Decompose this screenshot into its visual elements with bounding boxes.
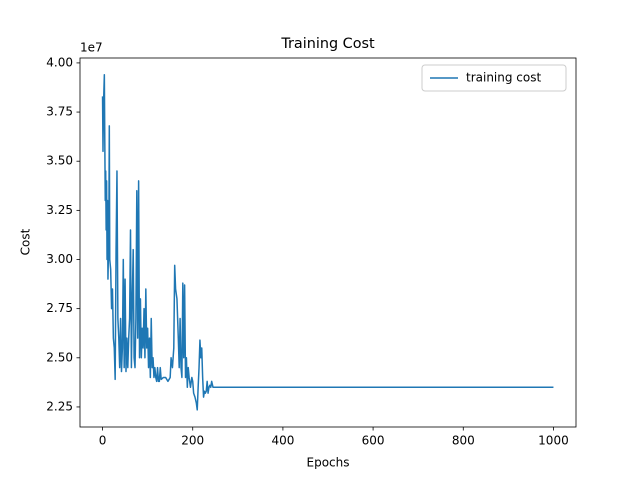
x-tick-label: 400 — [271, 434, 294, 448]
y-tick-label: 3.00 — [46, 252, 73, 266]
x-tick-label: 800 — [452, 434, 475, 448]
y-tick-label: 2.50 — [46, 350, 73, 364]
legend-box — [421, 64, 567, 92]
y-axis-label: Cost — [19, 228, 33, 255]
line-series — [101, 73, 554, 411]
x-tick-label: 600 — [362, 434, 385, 448]
y-tick-label: 2.25 — [46, 399, 73, 413]
x-axis-label: Epochs — [307, 456, 350, 470]
axes-frame — [79, 57, 577, 428]
y-tick-label: 3.75 — [46, 105, 73, 119]
y-tick-label: 4.00 — [46, 55, 73, 69]
x-tick-label: 200 — [181, 434, 204, 448]
y-tick-label: 2.75 — [46, 301, 73, 315]
chart-title: Training Cost — [280, 36, 375, 52]
y-tick-label: 3.50 — [46, 154, 73, 168]
x-tick-label: 1000 — [538, 434, 569, 448]
legend-label: training cost — [466, 71, 541, 85]
x-tick-label: 0 — [99, 434, 107, 448]
y-tick-label: 3.25 — [46, 203, 73, 217]
offset-label: 1e7 — [80, 41, 103, 55]
